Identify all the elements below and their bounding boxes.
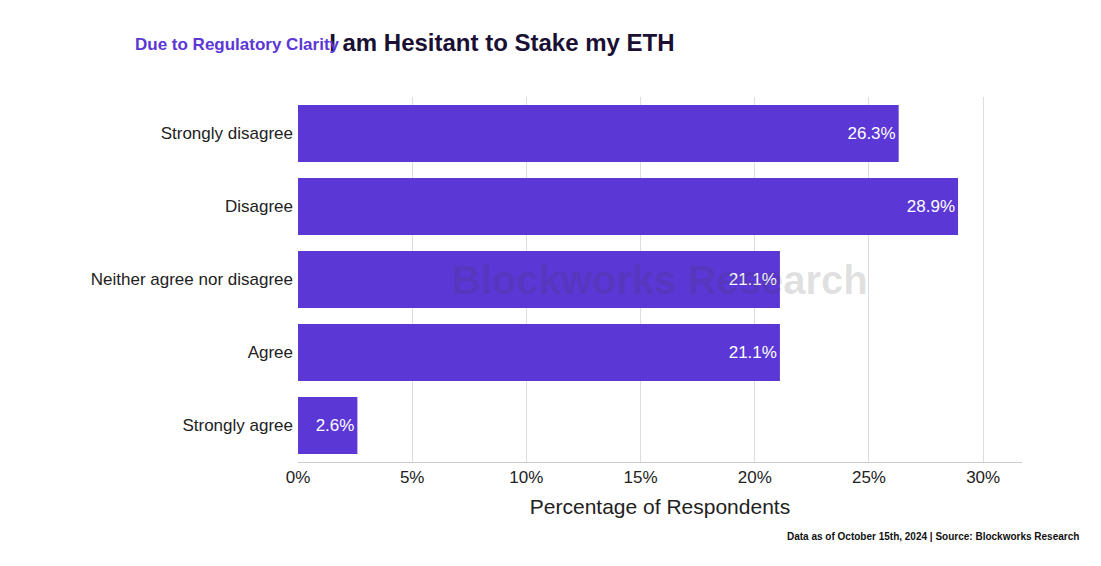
svg-text:Disagree: Disagree <box>225 197 293 216</box>
svg-text:25%: 25% <box>852 468 886 487</box>
svg-text:21.1%: 21.1% <box>729 343 777 362</box>
svg-text:I am Hesitant to Stake my ETH: I am Hesitant to Stake my ETH <box>329 29 674 56</box>
svg-text:15%: 15% <box>624 468 658 487</box>
svg-text:2.6%: 2.6% <box>316 416 355 435</box>
svg-text:Neither agree nor disagree: Neither agree nor disagree <box>91 270 293 289</box>
svg-text:Blockworks Research: Blockworks Research <box>452 258 868 302</box>
svg-text:28.9%: 28.9% <box>907 197 955 216</box>
svg-text:26.3%: 26.3% <box>847 124 895 143</box>
svg-text:0%: 0% <box>286 468 311 487</box>
svg-text:Strongly disagree: Strongly disagree <box>161 124 293 143</box>
svg-text:10%: 10% <box>509 468 543 487</box>
svg-text:Agree: Agree <box>248 343 293 362</box>
svg-text:Due to Regulatory Clarity: Due to Regulatory Clarity <box>135 35 340 54</box>
svg-text:Data as of October 15th, 2024: Data as of October 15th, 2024 | Source: … <box>787 531 1079 542</box>
svg-text:30%: 30% <box>966 468 1000 487</box>
svg-text:Percentage of Respondents: Percentage of Respondents <box>530 495 790 518</box>
svg-text:Strongly agree: Strongly agree <box>182 416 293 435</box>
svg-text:21.1%: 21.1% <box>729 270 777 289</box>
svg-text:5%: 5% <box>400 468 425 487</box>
svg-text:20%: 20% <box>738 468 772 487</box>
